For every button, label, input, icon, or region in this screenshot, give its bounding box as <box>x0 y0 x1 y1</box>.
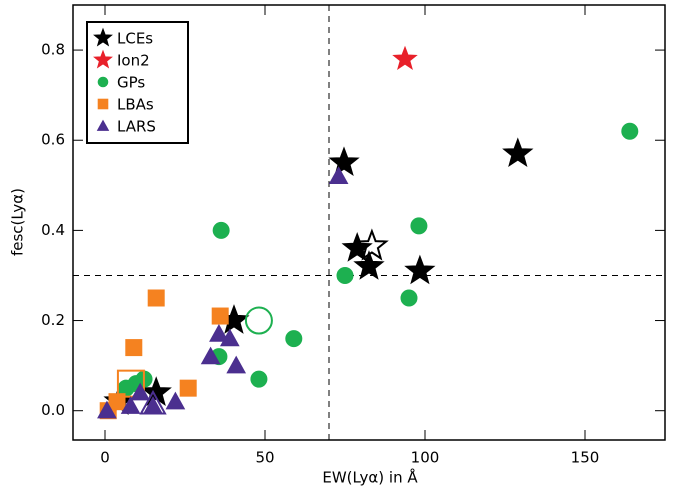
square-marker <box>179 379 197 397</box>
legend-label: LCEs <box>117 30 153 48</box>
x-tick-label: 0 <box>100 449 110 467</box>
circle-marker <box>621 122 639 140</box>
square-marker <box>147 289 165 307</box>
star-marker <box>392 45 418 70</box>
circle-marker <box>97 76 109 88</box>
legend-label: LARS <box>117 118 156 136</box>
x-tick-label: 100 <box>411 449 440 467</box>
y-tick-label: 0.2 <box>41 311 65 329</box>
circle-marker <box>244 306 273 335</box>
square-marker <box>116 369 145 398</box>
star-marker <box>328 146 360 177</box>
circle-marker <box>250 370 268 388</box>
legend-label: Ion2 <box>117 52 150 70</box>
y-tick-label: 0.6 <box>41 131 65 149</box>
circle-marker <box>410 217 428 235</box>
square-marker <box>108 393 126 411</box>
triangle-marker <box>328 166 349 184</box>
legend-label: GPs <box>117 74 145 92</box>
square-marker <box>211 307 229 325</box>
triangle-marker <box>226 355 247 374</box>
y-tick-label: 0.8 <box>41 41 65 59</box>
star-marker <box>354 228 389 261</box>
triangle-marker <box>97 400 117 419</box>
plot-frame <box>72 4 666 441</box>
star-marker <box>93 27 113 47</box>
star-marker <box>341 231 373 262</box>
circle-marker <box>336 266 354 284</box>
circle-marker <box>400 289 418 307</box>
circle-marker <box>212 221 230 239</box>
square-marker <box>97 98 109 110</box>
triangle-marker <box>200 346 221 365</box>
triangle-marker <box>130 382 151 401</box>
square-marker <box>125 339 143 357</box>
x-tick-label: 50 <box>255 449 274 467</box>
y-tick-label: 0.4 <box>41 221 65 239</box>
triangle-marker <box>165 391 186 410</box>
star-marker <box>353 250 385 280</box>
circle-marker <box>285 330 303 348</box>
triangle-marker <box>120 396 141 414</box>
y-tick-label: 0.0 <box>41 401 65 419</box>
star-marker <box>502 137 534 168</box>
x-tick-label: 150 <box>571 449 600 467</box>
triangle-marker <box>209 324 229 342</box>
x-axis-label: EW(Lyα) in Å <box>322 468 418 487</box>
star-marker <box>93 49 113 69</box>
y-axis-label: fesc(Lyα) <box>9 188 27 256</box>
star-marker <box>404 254 436 285</box>
triangle-marker <box>139 389 167 415</box>
triangle-marker <box>219 328 240 347</box>
legend-label: LBAs <box>117 96 154 114</box>
triangle-marker <box>96 119 110 131</box>
